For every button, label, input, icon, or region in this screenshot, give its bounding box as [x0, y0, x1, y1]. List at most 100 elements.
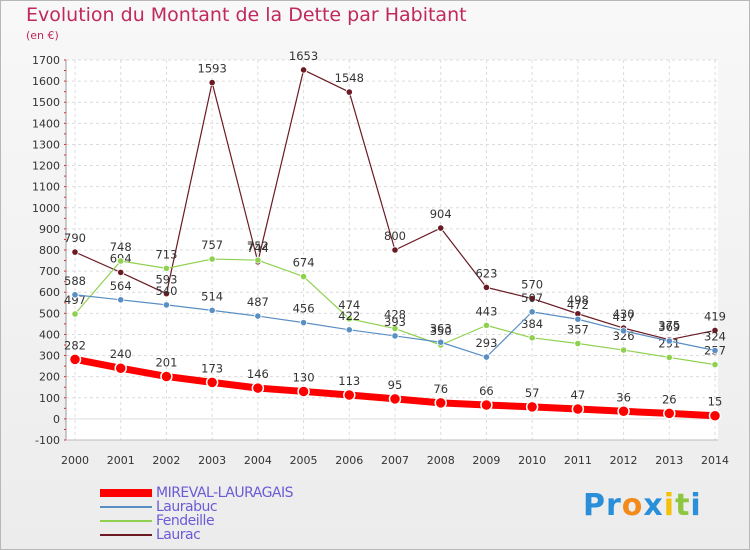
data-label-laurac: 1653 [289, 49, 318, 63]
data-point-fendeille [345, 315, 353, 323]
x-tick-label: 2014 [701, 454, 729, 467]
data-point-laurabuc [391, 332, 399, 340]
x-tick-label: 2003 [198, 454, 226, 467]
data-point-fendeille [299, 272, 308, 281]
logo-letter: i [663, 488, 676, 523]
data-label-laurac: 790 [64, 231, 86, 245]
data-label-fendeille: 748 [110, 240, 132, 254]
data-label-laurac: 904 [430, 207, 452, 221]
logo-letter: o [621, 488, 644, 523]
data-point-laurac [391, 246, 399, 254]
y-tick-label: 300 [39, 350, 60, 363]
legend-label: Fendeille [156, 513, 215, 529]
legend-label: Laurac [156, 527, 201, 543]
y-tick-label: 600 [39, 286, 60, 299]
x-tick-label: 2000 [61, 454, 89, 467]
data-label-mireval-lauragais: 201 [155, 355, 177, 369]
data-label-laurabuc: 293 [475, 336, 497, 350]
data-label-laurabuc: 540 [155, 284, 177, 298]
data-point-laurabuc [71, 291, 79, 299]
y-tick-label: 1300 [32, 138, 60, 151]
y-tick-label: 800 [39, 244, 60, 257]
legend-item-fendeille: Fendeille [100, 514, 293, 528]
y-tick-label: 1100 [32, 181, 60, 194]
legend-swatch [100, 489, 152, 497]
data-label-fendeille: 752 [247, 239, 269, 253]
x-tick-label: 2002 [152, 454, 180, 467]
y-tick-label: 100 [39, 392, 60, 405]
x-tick-label: 2012 [610, 454, 638, 467]
data-label-laurabuc: 588 [64, 274, 86, 288]
data-label-mireval-lauragais: 26 [662, 392, 677, 406]
data-point-fendeille [528, 334, 536, 342]
logo-letter: t [675, 488, 691, 523]
series-mireval-lauragais: 282 240 201 173 146 130 113 95 76 66 57 47 36 26 15 [64, 338, 722, 422]
data-point-mireval-lauragais [480, 398, 493, 412]
data-label-fendeille: 474 [338, 298, 360, 312]
data-point-mireval-lauragais [114, 361, 127, 375]
data-point-laurac [299, 66, 308, 74]
data-label-mireval-lauragais: 76 [433, 382, 448, 396]
data-point-mireval-lauragais [388, 392, 402, 406]
data-label-mireval-lauragais: 95 [388, 378, 403, 392]
legend-swatch [100, 534, 152, 536]
data-point-mireval-lauragais [571, 402, 585, 416]
legend-swatch [100, 506, 152, 508]
x-tick-label: 2004 [244, 454, 272, 467]
data-point-laurac [71, 248, 79, 256]
legend-item-laurac: Laurac [100, 528, 293, 542]
legend-label: Laurabuc [156, 499, 218, 515]
x-tick-label: 2009 [472, 454, 500, 467]
data-point-laurac [528, 294, 536, 303]
data-label-fendeille: 497 [64, 293, 86, 307]
x-tick-label: 2011 [564, 454, 592, 467]
data-point-laurac [208, 78, 216, 87]
data-label-laurac: 744 [247, 241, 269, 255]
data-point-mireval-lauragais [68, 353, 82, 366]
data-label-mireval-lauragais: 47 [571, 388, 586, 402]
data-label-laurabuc: 514 [201, 289, 223, 303]
data-point-laurac [345, 88, 353, 96]
data-label-mireval-lauragais: 240 [110, 347, 132, 361]
legend: MIREVAL-LAURAGAIS Laurabuc Fendeille Lau… [100, 486, 294, 542]
logo-letter: P [583, 488, 606, 523]
data-point-fendeille [619, 346, 628, 354]
data-label-mireval-lauragais: 57 [525, 386, 540, 400]
data-label-laurabuc: 456 [293, 302, 315, 316]
series-laurac: 7906945931593744165315488009046235704984… [64, 49, 726, 344]
series-laurabuc: 588 564 540 514 487 456 422 393 363 293 507 472 417 3… [64, 274, 726, 361]
data-label-fendeille: 350 [430, 324, 452, 338]
y-tick-label: 900 [39, 223, 60, 236]
chart-title: Evolution du Montant de la Dette par Hab… [26, 4, 467, 26]
data-label-fendeille: 674 [293, 256, 315, 270]
data-label-mireval-lauragais: 173 [201, 361, 223, 375]
data-label-mireval-lauragais: 130 [293, 370, 315, 384]
data-point-fendeille [254, 256, 262, 264]
data-point-laurac [482, 283, 491, 291]
data-point-fendeille [208, 255, 216, 263]
legend-item-mireval: MIREVAL-LAURAGAIS [100, 486, 294, 500]
data-point-laurabuc [437, 338, 445, 346]
y-tick-label: 1000 [32, 202, 60, 215]
y-tick-label: 400 [39, 328, 60, 341]
x-tick-label: 2010 [518, 454, 546, 467]
y-tick-label: 200 [39, 371, 60, 384]
data-point-laurabuc [254, 312, 262, 320]
data-point-mireval-lauragais [708, 409, 722, 422]
data-label-laurac: 419 [704, 309, 726, 323]
legend-swatch [100, 520, 152, 522]
data-point-laurac [711, 326, 719, 335]
data-label-fendeille: 757 [201, 238, 223, 252]
data-label-laurabuc: 487 [247, 295, 269, 309]
data-point-mireval-lauragais [617, 405, 630, 418]
data-label-fendeille: 713 [155, 247, 177, 261]
data-label-fendeille: 384 [521, 317, 543, 331]
data-point-laurabuc [208, 306, 216, 314]
data-point-mireval-lauragais [525, 400, 539, 414]
data-point-mireval-lauragais [205, 376, 219, 389]
y-tick-label: 1600 [32, 75, 60, 88]
logo-letter: i [690, 488, 702, 523]
data-label-laurac: 593 [155, 273, 177, 287]
data-label-laurabuc: 369 [658, 320, 680, 334]
